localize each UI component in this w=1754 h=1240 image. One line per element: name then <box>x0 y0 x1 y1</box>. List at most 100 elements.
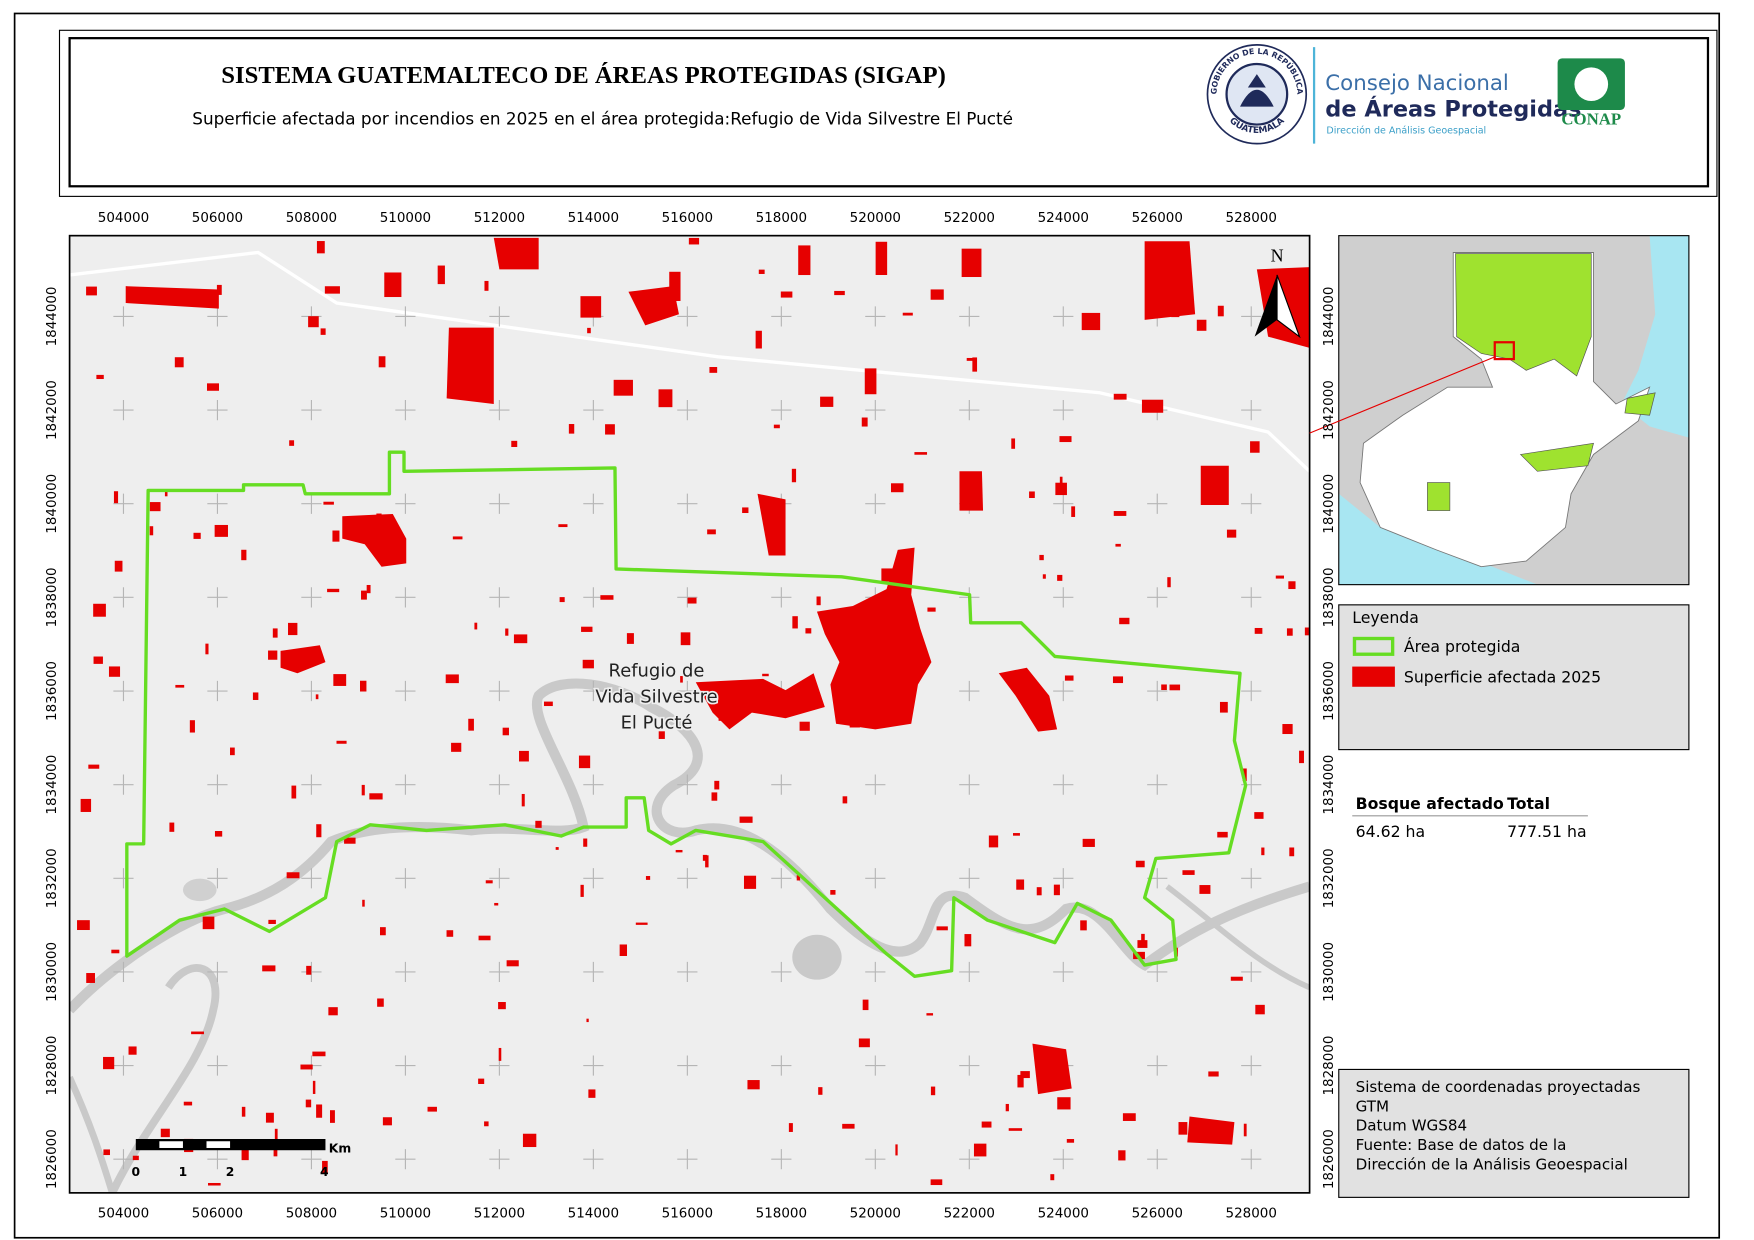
burned-patch <box>208 1182 221 1186</box>
burned-patch <box>205 643 209 655</box>
burned-patch <box>805 628 812 634</box>
metadata-box <box>1338 1068 1690 1198</box>
burned-patch <box>1261 847 1265 856</box>
burned-patch <box>1064 675 1074 681</box>
subtitle: Superficie afectada por incendios en 202… <box>192 109 1013 129</box>
burned-patch <box>505 628 509 636</box>
legend-swatch <box>1352 636 1395 656</box>
burned-patch <box>191 1031 204 1035</box>
map-frame <box>68 234 1311 1194</box>
burned-patch <box>513 634 528 644</box>
burned-patch <box>588 1089 596 1098</box>
burned-patch <box>890 483 904 493</box>
burned-patch <box>1167 577 1171 588</box>
scale-bar <box>135 1139 326 1151</box>
grid-cross <box>1053 399 1074 421</box>
x-coord-label: 508000 <box>286 211 337 226</box>
grid-cross <box>301 587 322 608</box>
burned-patch <box>262 965 276 972</box>
burned-patch <box>202 916 215 930</box>
burned-patch <box>1304 627 1309 636</box>
burned-patch <box>289 440 295 446</box>
table-header: Bosque afectado <box>1356 794 1504 813</box>
y-coord-label: 1844000 <box>45 286 60 346</box>
burned-patch <box>788 1123 793 1132</box>
grid-cross <box>207 680 228 702</box>
burned-patch <box>86 286 97 296</box>
burned-patch <box>320 328 326 335</box>
burned-patch <box>743 875 757 889</box>
burned-patch <box>502 727 509 736</box>
burned-patch <box>1119 617 1130 625</box>
burned-patch <box>1243 1123 1247 1137</box>
burned-patch <box>862 999 869 1011</box>
burned-patch <box>583 838 588 847</box>
burned-patch <box>362 899 365 907</box>
burned-patch <box>280 645 326 674</box>
y-coord-label: 1834000 <box>1322 755 1337 815</box>
burned-patch <box>555 847 559 850</box>
burned-patch <box>658 389 673 408</box>
grid-cross <box>1147 493 1168 514</box>
y-coord-label: 1832000 <box>45 848 60 908</box>
burned-patch <box>1008 1128 1023 1131</box>
scale-bar-body <box>135 1139 326 1151</box>
burned-patch <box>265 1112 274 1123</box>
legend-title: Leyenda <box>1352 608 1419 627</box>
burned-patch <box>635 922 648 925</box>
inset-map <box>1309 235 1690 586</box>
burned-patch <box>522 1133 537 1148</box>
burned-patch <box>316 241 325 254</box>
grid-cross <box>1147 1149 1168 1170</box>
grid-cross <box>395 961 416 983</box>
burned-patch <box>535 820 542 828</box>
grid-cross <box>113 1055 134 1076</box>
grid-cross <box>1241 493 1262 514</box>
burned-patch <box>1199 885 1211 894</box>
grid-cross <box>1241 868 1262 889</box>
burned-patch <box>675 849 683 853</box>
burned-patch <box>842 677 846 682</box>
grid-cross <box>771 868 792 889</box>
y-coord-label: 1838000 <box>1322 567 1337 627</box>
grid-cross <box>1147 587 1168 608</box>
north-label: N <box>1271 245 1284 265</box>
burned-patch <box>305 1099 312 1108</box>
burned-patch <box>149 526 154 536</box>
scale-label: 0 <box>132 1165 141 1179</box>
grid-cross <box>677 493 698 514</box>
burned-patch <box>1187 1116 1235 1145</box>
x-coord-label: 504000 <box>98 1207 149 1222</box>
burned-patch <box>336 740 347 744</box>
burned-patch <box>498 1047 502 1061</box>
grid-cross <box>301 961 322 983</box>
burned-patch <box>1255 1004 1265 1015</box>
burned-patch <box>494 902 499 906</box>
grid-cross <box>207 868 228 889</box>
burned-patch <box>558 524 568 528</box>
outer-frame <box>13 12 1721 1239</box>
area-label-line: Vida Silvestre <box>595 686 717 707</box>
x-coord-label: 504000 <box>98 211 149 226</box>
header-inner <box>68 37 1710 188</box>
burned-patch <box>680 676 683 683</box>
burned-patch <box>605 424 615 435</box>
burned-patch <box>1081 312 1101 331</box>
x-coord-label: 514000 <box>568 1207 619 1222</box>
grid-cross <box>395 306 416 327</box>
grid-cross <box>677 587 698 608</box>
burned-patch <box>316 824 322 838</box>
burned-patch <box>498 1002 506 1010</box>
north-arrow: N <box>1254 245 1301 339</box>
x-coord-label: 512000 <box>474 211 525 226</box>
scale-label: 1 <box>179 1165 188 1179</box>
grid-cross <box>395 1149 416 1170</box>
burned-patch <box>816 596 821 606</box>
x-coord-label: 524000 <box>1038 211 1089 226</box>
grid-cross <box>113 493 134 514</box>
burned-patch <box>1169 684 1181 691</box>
burned-patch <box>252 692 259 700</box>
burned-patch <box>80 798 92 812</box>
grid-cross <box>301 868 322 889</box>
x-coord-label: 512000 <box>474 1207 525 1222</box>
